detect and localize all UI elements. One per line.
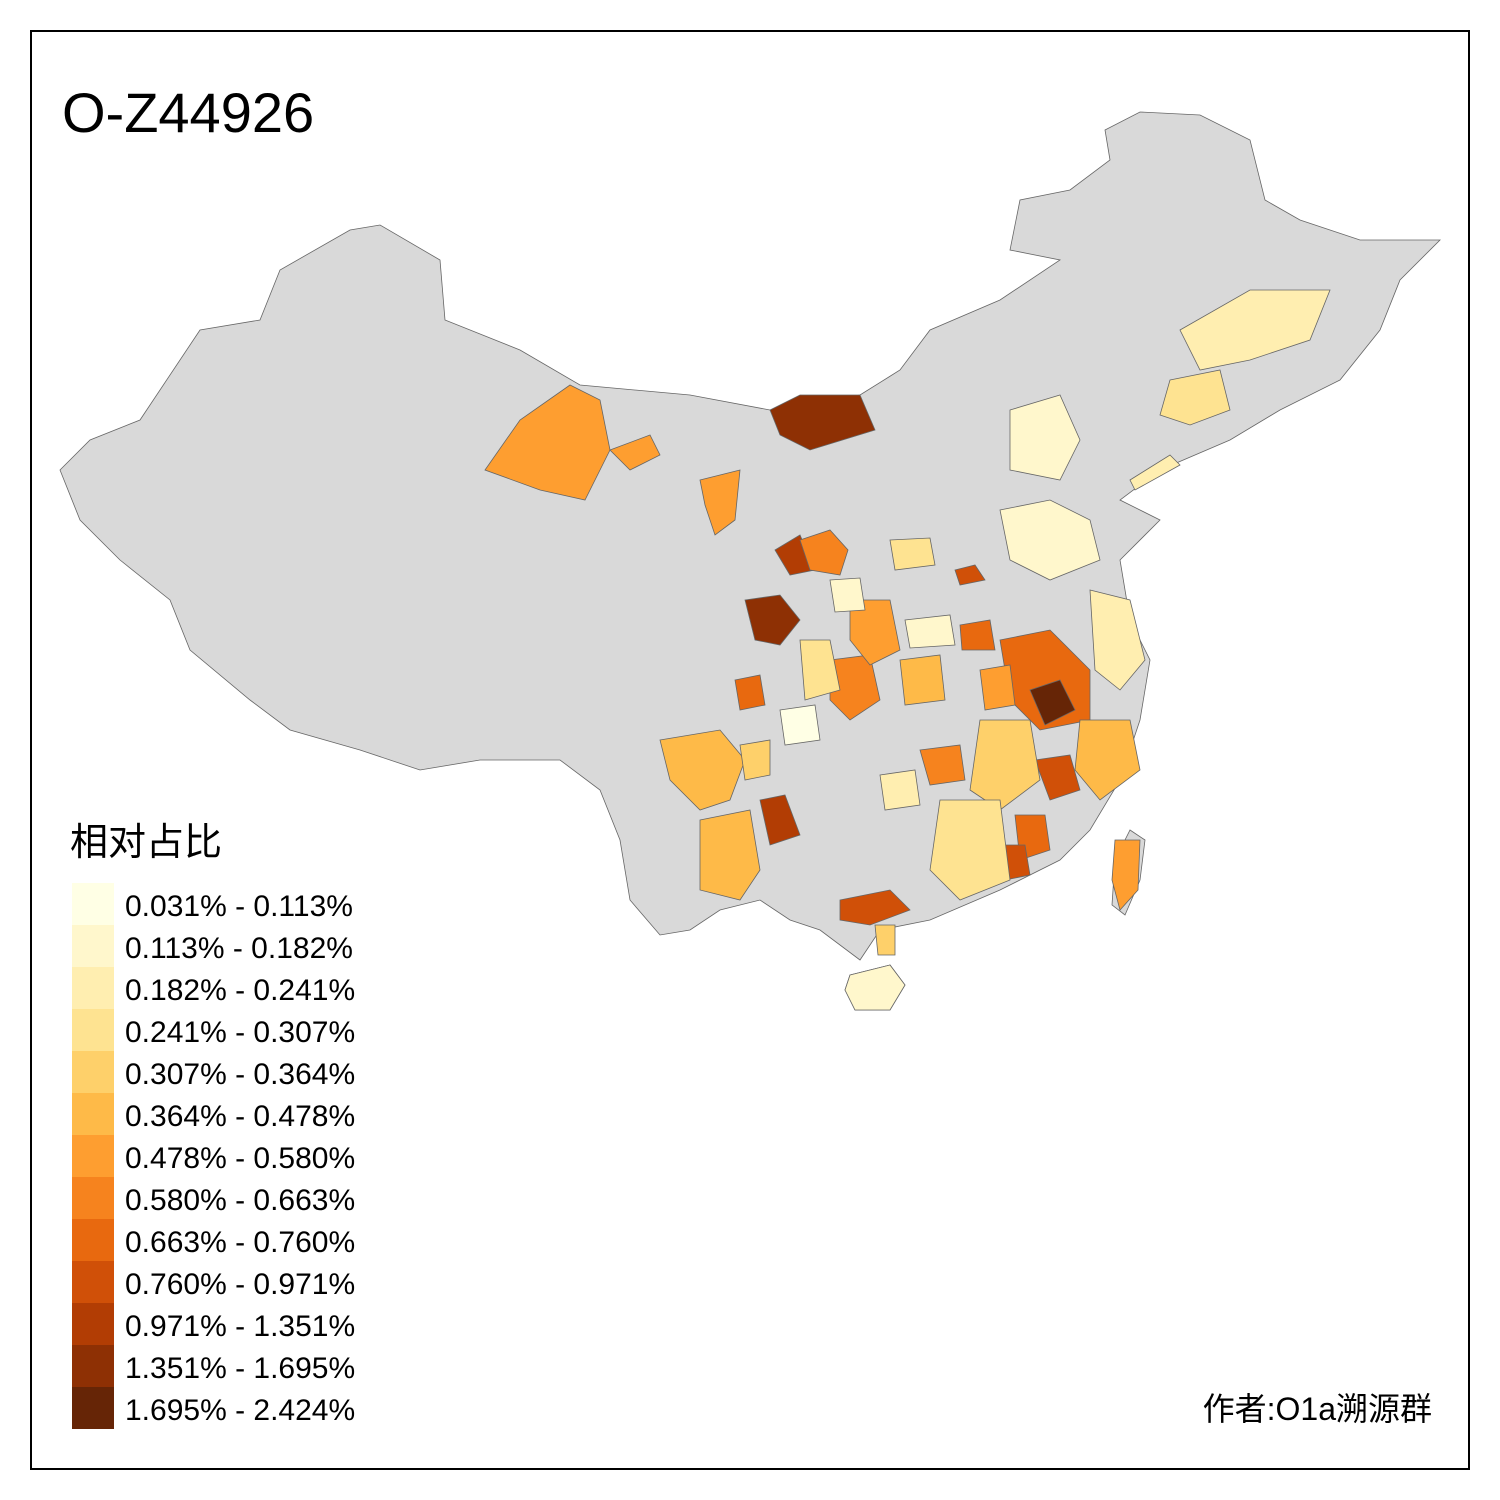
- legend-swatch: [72, 1051, 114, 1093]
- shaded-region: [759, 794, 801, 846]
- legend-label: 1.351% - 1.695%: [125, 1352, 355, 1385]
- shaded-region: [699, 469, 741, 536]
- shaded-region: [874, 924, 896, 956]
- legend-swatch: [72, 1009, 114, 1051]
- shaded-region: [699, 809, 761, 901]
- shaded-region: [849, 599, 901, 666]
- shaded-region: [1129, 454, 1181, 491]
- legend-swatch: [72, 1261, 114, 1303]
- shaded-region: [889, 537, 936, 571]
- shaded-region: [1009, 394, 1081, 481]
- map: [59, 111, 1441, 1011]
- legend-label: 1.695% - 2.424%: [125, 1394, 355, 1427]
- shaded-region: [779, 704, 821, 746]
- shaded-region: [1034, 754, 1081, 801]
- title: O-Z44926: [62, 81, 314, 144]
- shaded-region: [899, 654, 946, 706]
- legend-label: 0.971% - 1.351%: [125, 1310, 355, 1343]
- legend-swatch: [72, 1345, 114, 1387]
- shaded-region: [919, 744, 966, 786]
- legend-swatch: [72, 1303, 114, 1345]
- shaded-region: [1111, 839, 1141, 911]
- shaded-region: [904, 614, 956, 649]
- shaded-region: [969, 719, 1041, 811]
- legend-label: 0.031% - 0.113%: [125, 890, 353, 923]
- shaded-region: [799, 529, 849, 576]
- legend-label: 0.307% - 0.364%: [125, 1058, 355, 1091]
- shaded-region: [1179, 289, 1331, 371]
- shaded-region: [954, 564, 986, 586]
- shaded-region: [734, 674, 766, 711]
- shaded-region: [799, 639, 841, 701]
- legend-title: 相对占比: [70, 822, 222, 864]
- shaded-region: [929, 799, 1011, 901]
- legend-swatch: [72, 967, 114, 1009]
- legend-label: 0.241% - 0.307%: [125, 1016, 355, 1049]
- shaded-region: [609, 434, 661, 471]
- legend-swatch: [72, 1387, 114, 1429]
- shaded-region: [1159, 369, 1231, 426]
- shaded-region: [979, 664, 1016, 711]
- legend-swatch: [72, 925, 114, 967]
- shaded-region: [999, 499, 1101, 581]
- legend-swatch: [72, 1219, 114, 1261]
- legend-label: 0.580% - 0.663%: [125, 1184, 355, 1217]
- shaded-region: [769, 394, 876, 451]
- legend-swatch: [72, 883, 114, 925]
- legend-swatch: [72, 1135, 114, 1177]
- legend-swatch: [72, 1177, 114, 1219]
- shaded-region: [744, 594, 801, 646]
- legend-label: 0.182% - 0.241%: [125, 974, 355, 1007]
- shaded-region: [879, 769, 921, 811]
- legend-label: 0.760% - 0.971%: [125, 1268, 355, 1301]
- shaded-region: [844, 964, 906, 1011]
- shaded-region: [1089, 589, 1146, 691]
- shaded-region: [1029, 679, 1076, 726]
- shaded-region: [484, 384, 611, 501]
- shaded-region: [839, 889, 911, 926]
- shaded-region: [829, 577, 866, 613]
- legend-swatch: [72, 1093, 114, 1135]
- regions: [484, 289, 1331, 1011]
- legend-label: 0.113% - 0.182%: [125, 932, 353, 965]
- legend: 0.031% - 0.113% 0.113% - 0.182% 0.182% - 0…: [72, 883, 355, 1429]
- shaded-region: [659, 729, 746, 811]
- legend-label: 0.478% - 0.580%: [125, 1142, 355, 1175]
- legend-label: 0.364% - 0.478%: [125, 1100, 355, 1133]
- shaded-region: [1074, 719, 1141, 801]
- shaded-region: [739, 739, 771, 781]
- legend-label: 0.663% - 0.760%: [125, 1226, 355, 1259]
- author: 作者:O1a溯源群: [1203, 1391, 1432, 1427]
- shaded-region: [959, 619, 996, 651]
